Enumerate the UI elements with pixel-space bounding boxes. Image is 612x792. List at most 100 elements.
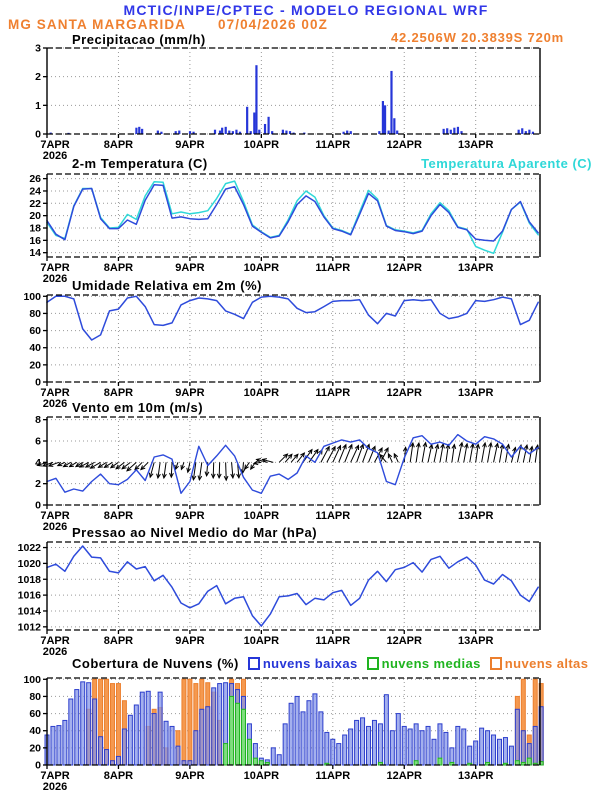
legend-high-clouds-label: nuvens altas — [504, 656, 589, 671]
panel-title-precipitation: Precipitacao (mm/h) — [72, 32, 206, 47]
svg-text:1012: 1012 — [18, 621, 42, 633]
svg-text:2026: 2026 — [43, 273, 67, 285]
svg-text:60: 60 — [29, 708, 41, 720]
svg-text:1018: 1018 — [18, 574, 42, 586]
svg-text:13APR: 13APR — [458, 635, 494, 647]
svg-text:12APR: 12APR — [387, 635, 423, 647]
svg-text:0: 0 — [35, 129, 41, 141]
legend-item-high-clouds: nuvens altas — [489, 656, 589, 671]
svg-text:100: 100 — [23, 674, 41, 686]
svg-text:100: 100 — [23, 291, 41, 303]
svg-text:20: 20 — [29, 210, 41, 222]
svg-text:60: 60 — [29, 325, 41, 337]
svg-text:9APR: 9APR — [175, 387, 204, 399]
station-coordinates: 42.2506W 20.3839S 720m — [391, 30, 564, 45]
svg-text:4: 4 — [35, 457, 41, 469]
svg-text:7APR: 7APR — [40, 510, 69, 522]
svg-text:8APR: 8APR — [104, 387, 133, 399]
svg-text:12APR: 12APR — [387, 387, 423, 399]
svg-text:7APR: 7APR — [40, 262, 69, 274]
svg-text:7APR: 7APR — [40, 387, 69, 399]
legend-item-mid-clouds: nuvens medias — [366, 656, 481, 671]
svg-text:3: 3 — [35, 43, 41, 55]
svg-text:12APR: 12APR — [387, 770, 423, 782]
svg-text:11APR: 11APR — [315, 635, 350, 647]
panel-title-humidity: Umidade Relativa em 2m (%) — [72, 278, 263, 293]
svg-text:11APR: 11APR — [315, 770, 350, 782]
svg-text:22: 22 — [29, 198, 41, 210]
svg-text:26: 26 — [29, 173, 41, 185]
high-clouds-swatch-icon — [489, 657, 502, 670]
svg-text:2: 2 — [35, 478, 41, 490]
svg-text:2: 2 — [35, 71, 41, 83]
svg-text:9APR: 9APR — [175, 510, 204, 522]
low-clouds-swatch-icon — [247, 657, 260, 670]
svg-text:8APR: 8APR — [104, 510, 133, 522]
svg-text:7APR: 7APR — [40, 635, 69, 647]
svg-text:7APR: 7APR — [40, 770, 69, 782]
svg-text:24: 24 — [29, 185, 41, 197]
svg-text:13APR: 13APR — [458, 139, 494, 151]
svg-text:10APR: 10APR — [244, 635, 280, 647]
run-datetime: 07/04/2026 00Z — [218, 17, 328, 32]
panel-precipitacao: 0 1 2 3 7APR 8APR 9APR 10APR 11APR 12APR 13APR 2026 — [35, 43, 541, 162]
svg-text:6: 6 — [35, 436, 41, 448]
svg-text:1014: 1014 — [18, 605, 42, 617]
svg-text:1016: 1016 — [18, 590, 42, 602]
svg-text:80: 80 — [29, 308, 41, 320]
legend-low-clouds-label: nuvens baixas — [262, 656, 358, 671]
svg-text:8APR: 8APR — [104, 770, 133, 782]
svg-text:9APR: 9APR — [175, 139, 204, 151]
svg-text:0: 0 — [35, 500, 41, 512]
svg-text:8: 8 — [35, 414, 41, 426]
panel-cobertura: 0 20 40 60 80 100 7APR 8APR 9APR 10APR 11APR 12APR 1… — [23, 674, 544, 792]
panel-pressao: 1012 1014 1016 1018 1020 1022 7APR 8APR 9APR 10AP… — [18, 541, 541, 658]
model-title: MCTIC/INPE/CPTEC - MODELO REGIONAL WRF — [123, 2, 489, 18]
panel-umidade: 0 20 40 60 80 100 7APR 8APR 9APR 10APR 11APR 12APR 1… — [23, 291, 541, 410]
svg-text:14: 14 — [29, 247, 41, 259]
svg-text:12APR: 12APR — [387, 139, 423, 151]
svg-text:13APR: 13APR — [458, 387, 494, 399]
panel-title-clouds: Cobertura de Nuvens (%) — [72, 656, 239, 671]
svg-text:0: 0 — [35, 377, 41, 389]
svg-text:12APR: 12APR — [387, 510, 423, 522]
svg-text:10APR: 10APR — [244, 387, 280, 399]
legend-apparent-temperature: Temperatura Aparente (C) — [421, 156, 592, 171]
svg-text:7APR: 7APR — [40, 139, 69, 151]
svg-text:18: 18 — [29, 222, 41, 234]
svg-text:8APR: 8APR — [104, 139, 133, 151]
svg-text:13APR: 13APR — [458, 262, 494, 274]
svg-text:40: 40 — [29, 342, 41, 354]
panel-title-pressure: Pressao ao Nivel Medio do Mar (hPa) — [72, 525, 318, 540]
svg-text:11APR: 11APR — [315, 510, 350, 522]
svg-text:11APR: 11APR — [315, 387, 350, 399]
svg-text:10APR: 10APR — [244, 262, 280, 274]
svg-text:1: 1 — [35, 100, 41, 112]
svg-text:10APR: 10APR — [244, 139, 280, 151]
svg-text:2026: 2026 — [43, 646, 67, 658]
panel-vento: 0 2 4 6 8 7APR 8APR 9APR 10APR 11APR 12APR 13APR 202… — [35, 414, 541, 533]
svg-text:1022: 1022 — [18, 542, 42, 554]
svg-text:40: 40 — [29, 725, 41, 737]
svg-text:12APR: 12APR — [387, 262, 423, 274]
svg-text:10APR: 10APR — [244, 770, 280, 782]
svg-text:9APR: 9APR — [175, 770, 204, 782]
svg-text:2026: 2026 — [43, 781, 67, 792]
svg-text:8APR: 8APR — [104, 262, 133, 274]
svg-text:13APR: 13APR — [458, 770, 494, 782]
svg-text:1020: 1020 — [18, 558, 42, 570]
svg-text:2026: 2026 — [43, 398, 67, 410]
legend-item-low-clouds: nuvens baixas — [247, 656, 358, 671]
panel-title-wind: Vento em 10m (m/s) — [72, 400, 204, 415]
svg-text:0: 0 — [35, 760, 41, 772]
svg-text:9APR: 9APR — [175, 262, 204, 274]
svg-text:11APR: 11APR — [315, 139, 350, 151]
svg-text:80: 80 — [29, 691, 41, 703]
svg-text:2026: 2026 — [43, 521, 67, 533]
svg-text:13APR: 13APR — [458, 510, 494, 522]
legend-mid-clouds-label: nuvens medias — [381, 656, 481, 671]
svg-text:2026: 2026 — [43, 150, 67, 162]
svg-text:9APR: 9APR — [175, 635, 204, 647]
